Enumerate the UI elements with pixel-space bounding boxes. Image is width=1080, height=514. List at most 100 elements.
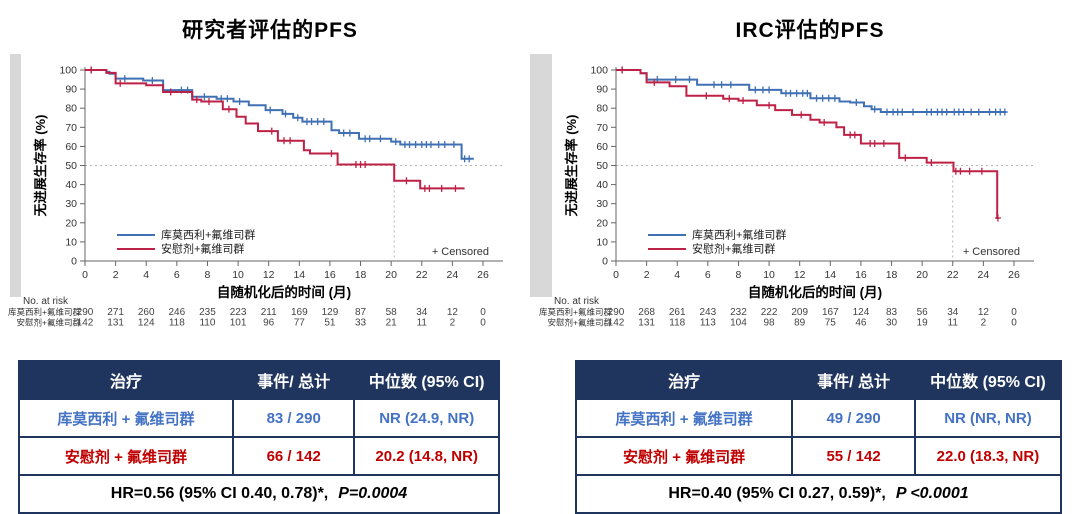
risk-row-label: 安慰剂+氟维司群 [548,318,613,328]
y-tick-label: 90 [596,84,608,96]
arm-median: NR (24.9, NR) [353,398,500,438]
risk-count: 290 [77,307,94,318]
risk-count: 131 [638,318,655,329]
arm-events: 66 / 142 [231,436,356,476]
risk-count: 129 [322,307,339,318]
hazard-ratio-row: HR=0.56 (95% CI 0.40, 0.78)*, P=0.0004 [18,474,500,514]
arm-events: 49 / 290 [791,398,916,438]
y-tick-label: 40 [65,179,77,191]
p-value: P=0.0004 [338,485,408,502]
header-treatment: 治疗 [18,360,234,400]
header-events-total: 事件/ 总计 [791,360,916,400]
risk-count: 290 [608,307,625,318]
hazard-ratio-row: HR=0.40 (95% CI 0.27, 0.59)*, P <0.0001 [575,474,1062,514]
x-tick-label: 0 [613,269,619,281]
risk-count: 261 [669,307,686,318]
risk-count: 11 [417,318,428,329]
risk-count: 101 [230,318,247,329]
risk-count: 58 [386,307,398,318]
x-tick-label: 6 [705,269,711,281]
header-median-ci: 中位数 (95% CI) [353,360,500,400]
no-at-risk-label: No. at risk [23,296,69,307]
arm-name: 库莫西利 + 氟维司群 [18,398,234,438]
x-tick-label: 22 [416,269,428,281]
censor-marks-treatment [88,66,473,163]
x-tick-label: 24 [978,269,990,281]
y-tick-label: 10 [65,236,77,248]
no-at-risk-label: No. at risk [554,296,600,307]
treatment-arm-row: 库莫西利 + 氟维司群 49 / 290 NR (NR, NR) [574,398,1063,438]
placebo-arm-row: 安慰剂 + 氟维司群 66 / 142 20.2 (14.8, NR) [18,436,500,476]
censor-marks-placebo [88,66,459,192]
risk-count: 98 [764,318,776,329]
risk-count: 89 [794,318,806,329]
panel-divider-strip [530,54,552,297]
km-curve-treatment [616,69,1007,113]
x-tick-label: 26 [1008,269,1020,281]
x-tick-label: 26 [477,269,489,281]
risk-count: 77 [294,318,306,329]
hr-value: HR=0.40 (95% CI 0.27, 0.59)*, [668,485,886,502]
risk-count: 46 [855,318,867,329]
x-tick-label: 16 [324,269,336,281]
y-tick-label: 30 [65,198,77,210]
legend-label: 安慰剂+氟维司群 [161,242,244,256]
risk-count: 110 [199,318,215,329]
risk-count: 2 [981,318,987,329]
risk-count: 235 [199,307,216,318]
risk-count: 104 [730,318,747,329]
risk-count: 0 [480,307,486,318]
charts-row: 0 10 20 30 40 50 60 70 80 90 100 0 2 4 6 8 10 12 14 16 18 20 2… [0,52,1080,354]
p-value: P <0.0001 [895,485,969,502]
hazard-ratio-text: HR=0.56 (95% CI 0.40, 0.78)*, P=0.0004 [18,474,500,514]
x-tick-label: 6 [174,269,180,281]
x-tick-label: 20 [385,269,397,281]
y-tick-label: 90 [65,84,77,96]
titles-row: 研究者评估的PFS IRC评估的PFS [0,0,1080,52]
risk-count: 118 [669,318,685,329]
x-tick-label: 4 [143,269,149,281]
x-tick-label: 2 [644,269,650,281]
y-tick-label: 70 [65,122,77,134]
y-tick-label: 100 [59,65,77,77]
x-tick-label: 8 [205,269,211,281]
y-tick-label: 40 [596,179,608,191]
x-axis-title: 自随机化后的时间 (月) [217,284,351,300]
risk-count: 142 [77,318,94,329]
summary-header-row: 治疗 事件/ 总计 中位数 (95% CI) [18,360,500,400]
arm-median: 22.0 (18.3, NR) [913,436,1063,476]
risk-count: 33 [355,318,367,329]
header-events-total: 事件/ 总计 [231,360,356,400]
risk-count: 83 [886,307,898,318]
risk-count: 11 [948,318,959,329]
risk-count: 268 [638,307,655,318]
risk-count: 222 [761,307,778,318]
x-tick-label: 24 [447,269,459,281]
arm-name: 安慰剂 + 氟维司群 [574,436,794,476]
risk-count: 0 [480,318,486,329]
risk-count: 34 [947,307,959,318]
censored-note: + Censored [432,246,489,258]
legend-label: 库莫西利+氟维司群 [692,228,786,242]
x-tick-label: 18 [886,269,898,281]
panel-edge-strip [10,54,21,297]
summary-tables-row: 治疗 事件/ 总计 中位数 (95% CI) 库莫西利 + 氟维司群 83 / … [0,360,1080,514]
arm-events: 83 / 290 [231,398,356,438]
x-tick-label: 10 [763,269,775,281]
y-tick-label: 100 [590,65,608,77]
risk-count: 131 [107,318,124,329]
risk-count: 2 [450,318,456,329]
censor-marks-placebo [619,66,1001,222]
censor-marks-treatment [619,66,1008,116]
x-tick-label: 14 [293,269,305,281]
risk-count: 12 [978,307,990,318]
arm-name: 库莫西利 + 氟维司群 [574,398,794,438]
km-curve-treatment [85,69,474,160]
right-chart-title: IRC评估的PFS [735,19,885,42]
risk-count: 87 [355,307,367,318]
risk-count: 243 [700,307,717,318]
risk-count: 34 [416,307,428,318]
censored-note: + Censored [963,246,1020,258]
